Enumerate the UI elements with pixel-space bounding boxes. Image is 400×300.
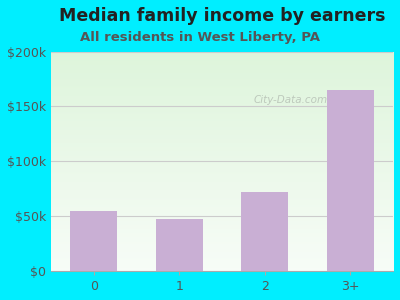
Bar <box>327 90 374 271</box>
Bar <box>70 211 117 271</box>
Text: All residents in West Liberty, PA: All residents in West Liberty, PA <box>80 32 320 44</box>
Text: City-Data.com: City-Data.com <box>253 95 328 105</box>
Bar <box>156 219 203 271</box>
Title: Median family income by earners: Median family income by earners <box>59 7 385 25</box>
Bar <box>241 192 288 271</box>
